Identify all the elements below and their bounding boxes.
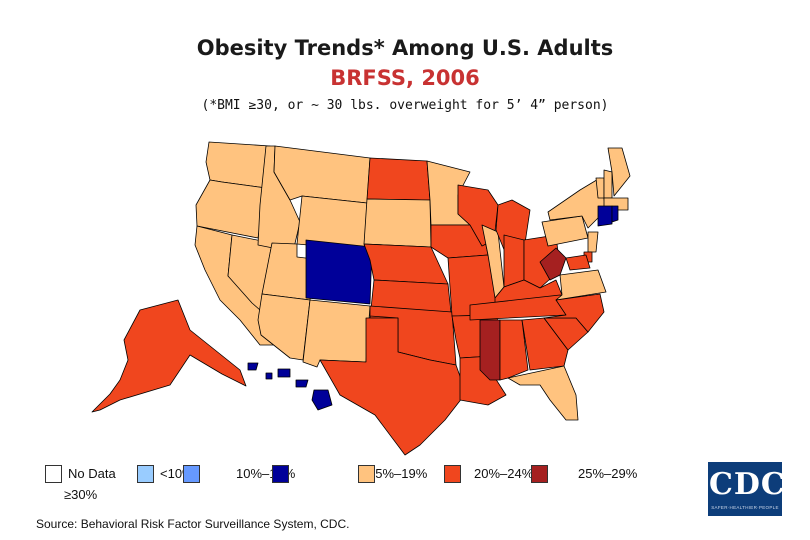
state-HI-island-1 xyxy=(247,362,259,371)
legend-swatch-lt10 xyxy=(137,465,154,483)
state-RI xyxy=(611,205,619,223)
state-ME xyxy=(607,147,631,197)
map-note: (*BMI ≥30, or ~ 30 lbs. overweight for 5… xyxy=(201,98,609,113)
state-AK xyxy=(91,299,247,413)
state-NY xyxy=(547,177,607,229)
state-CT xyxy=(597,205,613,227)
legend-swatch-25-29 xyxy=(444,465,461,483)
legend-swatch-no-data xyxy=(45,465,62,483)
cdc-logo-tagline: SAFER·HEALTHIER·PEOPLE xyxy=(711,505,779,510)
state-HI-island-3 xyxy=(277,368,291,378)
state-MT xyxy=(273,145,371,204)
state-HI-island-5 xyxy=(311,389,333,411)
state-AZ xyxy=(257,293,311,361)
state-AL xyxy=(499,319,529,381)
state-ND xyxy=(366,157,431,201)
state-FL xyxy=(507,365,579,421)
state-HI-island-2 xyxy=(265,372,273,380)
state-SD xyxy=(363,198,432,248)
cdc-logo: CDC SAFER·HEALTHIER·PEOPLE xyxy=(708,462,786,516)
source-note: Source: Behavioral Risk Factor Surveilla… xyxy=(36,517,350,531)
state-MD xyxy=(565,254,591,271)
state-WV xyxy=(539,247,567,281)
legend-label-15-19: 15%–19% xyxy=(368,466,428,481)
state-IN xyxy=(503,234,525,288)
map-title: Obesity Trends* Among U.S. Adults xyxy=(196,36,614,60)
legend-swatch-20-24 xyxy=(358,465,375,483)
legend-label-ge30: ≥30% xyxy=(64,487,98,502)
state-TX xyxy=(319,317,467,456)
state-GA xyxy=(521,317,569,371)
map-subtitle: BRFSS, 2006 xyxy=(330,66,480,90)
state-NM xyxy=(302,299,371,368)
legend-label-no-data: No Data xyxy=(68,466,116,481)
state-VA xyxy=(555,269,607,301)
legend-label-20-24: 20%–24% xyxy=(474,466,534,481)
state-HI-island-4 xyxy=(295,379,309,388)
state-NC xyxy=(543,293,605,333)
legend-swatch-10-14 xyxy=(183,465,200,483)
cdc-logo-text: CDC xyxy=(709,467,786,502)
legend-swatch-15-19 xyxy=(272,465,289,483)
state-MS xyxy=(479,319,501,381)
legend-label-25-29: 25%–29% xyxy=(578,466,638,481)
state-PA xyxy=(541,215,589,247)
state-NH xyxy=(603,169,613,199)
legend-swatch-ge30 xyxy=(531,465,548,483)
state-NJ xyxy=(587,231,599,253)
state-CO xyxy=(305,239,373,305)
